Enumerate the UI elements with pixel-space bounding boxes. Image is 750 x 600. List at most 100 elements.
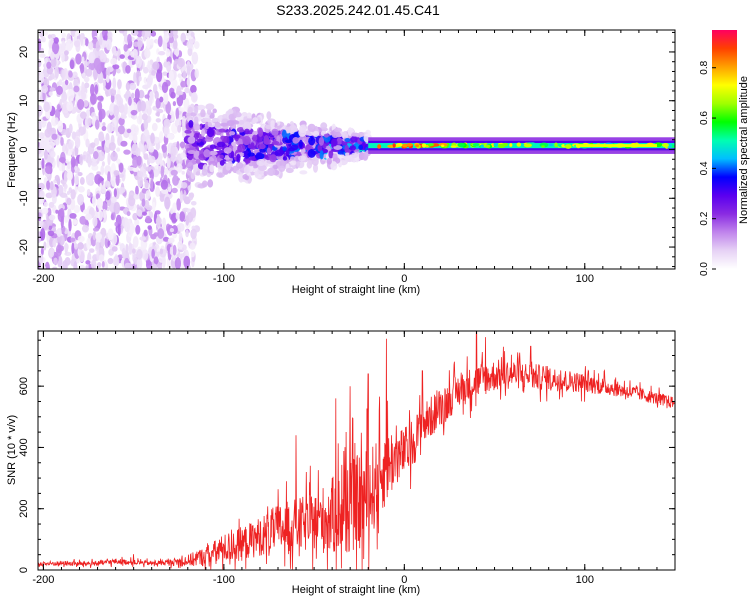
spectrogram-cell: [61, 161, 66, 173]
spectrogram-cell: [48, 91, 53, 97]
spectrogram-cell: [92, 216, 98, 227]
spectrogram-cell: [79, 215, 87, 225]
spectrogram-cell: [330, 138, 338, 147]
spectrogram-cell: [41, 84, 49, 94]
band-bright-segment: [575, 144, 657, 148]
spectrogram-cell: [192, 95, 198, 102]
spectrogram-cell: [55, 244, 62, 257]
spectrogram-cell: [70, 189, 76, 200]
spectrogram-cell: [104, 31, 108, 39]
spectrogram-cell: [263, 171, 268, 177]
spectrogram-cell: [157, 228, 165, 240]
spectrogram-cell: [271, 140, 280, 145]
spectrogram-cell: [183, 255, 191, 269]
spectrogram-cell: [232, 134, 241, 139]
spectrogram-cell: [85, 68, 93, 77]
spectrogram-cell: [145, 190, 151, 200]
band-hotspot: [441, 144, 445, 148]
spectrogram-cell: [39, 140, 46, 150]
spectrogram-cell: [53, 257, 58, 265]
x-tick-label: 100: [576, 273, 594, 285]
band-hotspot: [502, 142, 509, 147]
spectrogram-cell: [110, 88, 117, 96]
spectrogram-cell: [107, 152, 111, 166]
spectrogram-cell: [186, 76, 191, 88]
spectrogram-cell: [44, 138, 50, 152]
spectrogram-cell: [145, 215, 151, 223]
band-hotspot: [480, 144, 484, 148]
spectrogram-cell: [228, 113, 235, 121]
x-tick-label: -100: [213, 273, 235, 285]
spectrogram-cell: [133, 71, 137, 84]
spectrogram-cell: [85, 138, 90, 148]
spectrogram-cell: [68, 70, 73, 78]
spectrogram-cell: [43, 77, 50, 87]
spectrogram-cell: [126, 211, 131, 217]
spectrogram-cell: [73, 40, 81, 48]
spectrogram-cell: [138, 111, 142, 124]
spectrogram-cell: [156, 69, 163, 83]
spectrogram-cell: [124, 221, 131, 233]
spectrogram-cell: [116, 158, 121, 164]
snr-panel: -200 -100 0 100 0 200 400 600 Height of straig…: [6, 330, 676, 596]
spectrogram-cell: [190, 200, 197, 206]
spectrogram-cell: [93, 57, 101, 71]
spectrogram-cell: [38, 146, 42, 155]
spectrogram-cell: [38, 38, 42, 52]
spectrogram-cell: [201, 180, 208, 188]
spectrogram-cell: [96, 95, 104, 101]
spectrogram-cell: [138, 75, 142, 82]
spectrogram-cell: [185, 112, 191, 117]
colorbar-label: Normalized spectral amplitude: [738, 76, 750, 224]
spectrogram-cell: [43, 149, 48, 160]
spectrogram-cell: [179, 190, 183, 204]
spectrogram-cell: [163, 31, 170, 44]
band-hotspot: [405, 143, 414, 147]
band-hotspot: [485, 144, 491, 149]
spectrogram-cell: [139, 236, 147, 241]
spectrogram-cell: [218, 128, 226, 133]
spectrogram-cell: [129, 82, 137, 91]
spectrogram-cell: [41, 36, 46, 43]
spectrogram-cell: [162, 236, 170, 242]
band-hotspot: [509, 143, 513, 147]
spectrogram-cell: [58, 79, 63, 86]
spectrogram-cell: [109, 110, 114, 116]
spectrogram-cell: [179, 253, 186, 258]
spectrogram-cell: [179, 141, 186, 149]
spectrogram-cell: [74, 243, 79, 250]
spectrogram-cell: [78, 265, 86, 269]
colorbar-gradient: [712, 30, 737, 269]
band-hotspot: [516, 142, 522, 147]
spectrogram-cell: [238, 119, 245, 125]
spectrogram-cell: [123, 149, 131, 155]
spectrogram-cell: [68, 123, 73, 134]
spectrogram-cell: [150, 132, 155, 144]
spectrogram-cell: [70, 156, 76, 168]
spectrogram-cell: [102, 79, 107, 88]
spectrogram-cell: [147, 225, 152, 230]
spectrogram-cell: [38, 158, 41, 170]
spectrogram-cell: [181, 170, 185, 175]
spectrogram-cell: [165, 101, 172, 115]
spectrogram-cell: [184, 129, 192, 134]
spectrogram-cell: [225, 162, 231, 171]
spectrogram-cell: [52, 266, 58, 269]
spectrogram-cell: [155, 216, 162, 226]
spectrogram-cell: [152, 263, 157, 269]
spectrogram-cell: [159, 96, 164, 103]
spectrogram-cell: [69, 59, 75, 70]
spectrogram-cell: [201, 168, 208, 176]
spectrogram-cell: [210, 112, 215, 119]
spectrogram-cell: [45, 192, 53, 199]
spectrogram-cell: [71, 242, 75, 255]
spectrogram-cell: [77, 242, 84, 250]
colorbar-tick-label: 0.4: [699, 161, 710, 175]
spectrogram-cell: [54, 66, 59, 79]
spectrogram-cell: [107, 257, 114, 265]
spectrogram-cell: [81, 72, 86, 78]
spectrogram-cell: [155, 136, 160, 144]
snr-plot-area: [38, 331, 675, 570]
spectrogram-cell: [190, 31, 195, 38]
spectrogram-cell: [85, 38, 89, 47]
